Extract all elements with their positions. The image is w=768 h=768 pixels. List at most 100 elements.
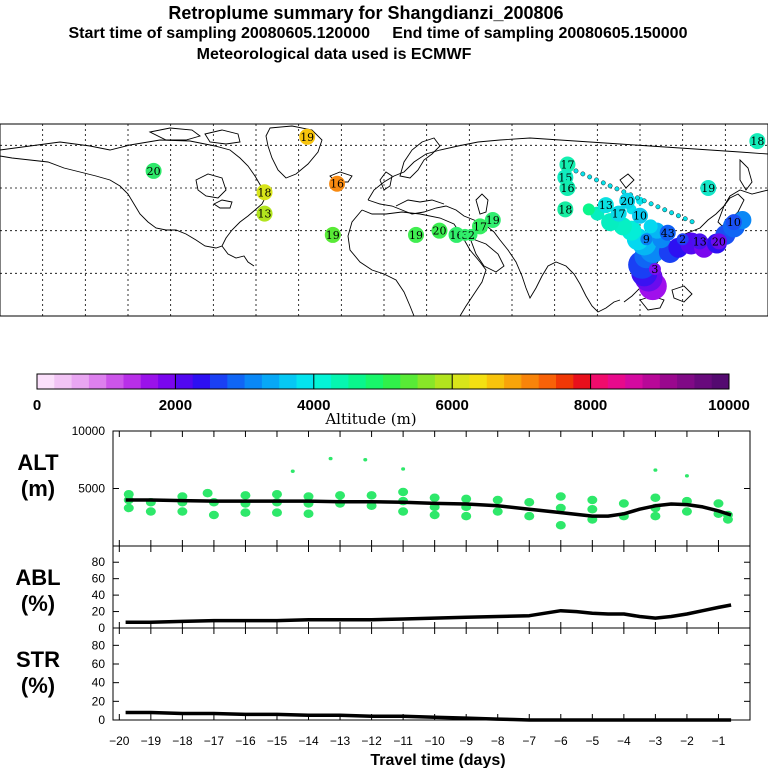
map-age-label: 2 — [465, 228, 478, 242]
map-label-text: 19 — [486, 214, 500, 227]
scatter-point — [555, 492, 566, 501]
x-tick-label: −3 — [649, 734, 663, 748]
scatter-point — [240, 491, 251, 500]
x-axis-labels: −20 −19 −18 −17 −16 −15 −14 −13 −12 −11 −10 −9 −8 −7 −… — [109, 734, 726, 768]
scatter-point — [401, 467, 406, 471]
map-label-marker — [749, 133, 766, 150]
map-age-label: 20 — [710, 233, 727, 250]
colorbar-swatch — [37, 374, 55, 389]
map-label-text: 3 — [462, 229, 469, 242]
panel-str: STR(%) 0 20 40 60 80 — [16, 627, 751, 727]
map-age-label: 18 — [256, 184, 273, 201]
x-tick-label: −13 — [330, 734, 351, 748]
scatter-point — [208, 510, 219, 520]
colorbar-swatch — [607, 374, 626, 389]
colorbar-swatch — [261, 374, 280, 389]
map-age-label: 9 — [640, 233, 653, 246]
plume-trail-dot — [669, 210, 674, 216]
map-age-label: 20 — [431, 222, 448, 239]
map-age-label: 20 — [619, 192, 636, 209]
panel-unit: (%) — [21, 673, 55, 698]
y-tick-label: 60 — [92, 572, 106, 586]
map-age-label: 2 — [676, 233, 689, 246]
scatter-point — [492, 507, 503, 516]
map-label-marker — [145, 162, 162, 179]
y-tick-label: 0 — [98, 621, 105, 635]
panel-unit: (m) — [21, 476, 55, 501]
map-label-marker — [448, 226, 465, 243]
colorbar-swatch — [192, 374, 211, 389]
colorbar-swatch — [469, 374, 488, 389]
map-age-label: 19 — [408, 226, 424, 243]
map-label-text: 2 — [679, 233, 686, 246]
scatter-point — [461, 511, 472, 521]
map-label-text: 19 — [701, 182, 715, 195]
scatter-point — [722, 515, 733, 524]
scatter-point — [684, 474, 689, 478]
colorbar-swatch — [158, 374, 176, 389]
time-series-panels: ALT(m) 500010000ABL(%)020406080STR(%)0204… — [15, 424, 751, 768]
map-age-label: 19 — [700, 180, 717, 196]
y-tick-label: 0 — [98, 713, 105, 727]
plume-marker — [643, 219, 658, 234]
map-age-label: 20 — [145, 162, 162, 179]
x-tick-label: −10 — [424, 734, 445, 748]
panel-name: STR — [16, 647, 60, 672]
map-label-text: 19 — [409, 229, 423, 242]
x-tick-label: −11 — [393, 734, 413, 748]
colorbar-swatch — [400, 374, 419, 389]
scatter-point — [398, 507, 409, 516]
map-label-text: 3 — [651, 263, 658, 276]
map-label-text: 17 — [473, 220, 487, 233]
map-age-label: 13 — [691, 233, 708, 250]
plume-trail-dot — [614, 186, 620, 192]
plume-marker — [582, 203, 595, 216]
plume-trail-dot — [587, 174, 593, 180]
map-age-label: 17 — [559, 156, 576, 173]
plume-trail-dot — [662, 207, 668, 213]
scatter-point — [555, 521, 566, 530]
colorbar-swatch — [659, 374, 678, 389]
x-tick-label: −18 — [172, 734, 193, 748]
colorbar-swatch — [123, 374, 142, 389]
plume-trail-dot — [641, 198, 647, 204]
colorbar-swatch — [331, 374, 349, 389]
map-label-text: 17 — [612, 208, 626, 221]
scatter-point — [653, 468, 658, 472]
map-label-marker — [597, 197, 614, 214]
scatter-point — [650, 493, 661, 502]
y-tick-label: 5000 — [78, 482, 105, 496]
scatter-point — [271, 508, 282, 517]
map-age-label: 19 — [484, 212, 501, 228]
panel-name: ABL — [15, 565, 60, 590]
colorbar-swatch — [434, 374, 453, 389]
plume-trail-dot — [594, 177, 599, 183]
map-age-label: 16 — [559, 180, 576, 196]
plume-trail-dot — [676, 213, 681, 219]
colorbar-swatch — [573, 374, 592, 389]
x-tick-label: −5 — [585, 734, 599, 748]
series-line — [125, 603, 732, 624]
scatter-point — [492, 495, 503, 505]
colorbar-swatch — [590, 374, 609, 389]
met-data-note: Meteorological data used is ECMWF — [196, 46, 472, 63]
scatter-point — [363, 458, 368, 462]
y-tick-label: 20 — [92, 694, 106, 708]
scatter-point — [290, 469, 295, 473]
colorbar-swatch — [452, 374, 470, 389]
map-label-text: 18 — [558, 203, 572, 216]
colorbar-swatch — [711, 374, 730, 389]
y-tick-label: 80 — [92, 638, 106, 652]
map-label-marker — [559, 180, 576, 196]
y-tick-label: 40 — [92, 588, 106, 602]
map-label-marker — [700, 180, 717, 196]
map-age-label: 17 — [610, 205, 627, 222]
map-age-label: 19 — [299, 128, 316, 145]
colorbar-tick-label: 0 — [33, 397, 41, 414]
colorbar-swatch — [210, 374, 228, 389]
altitude-colorbar: 0 2000 4000 6000 8000 10000 — [33, 373, 750, 414]
map-label-text: 16 — [330, 178, 344, 191]
x-tick-label: −2 — [680, 734, 694, 748]
scatter-point — [398, 487, 409, 497]
